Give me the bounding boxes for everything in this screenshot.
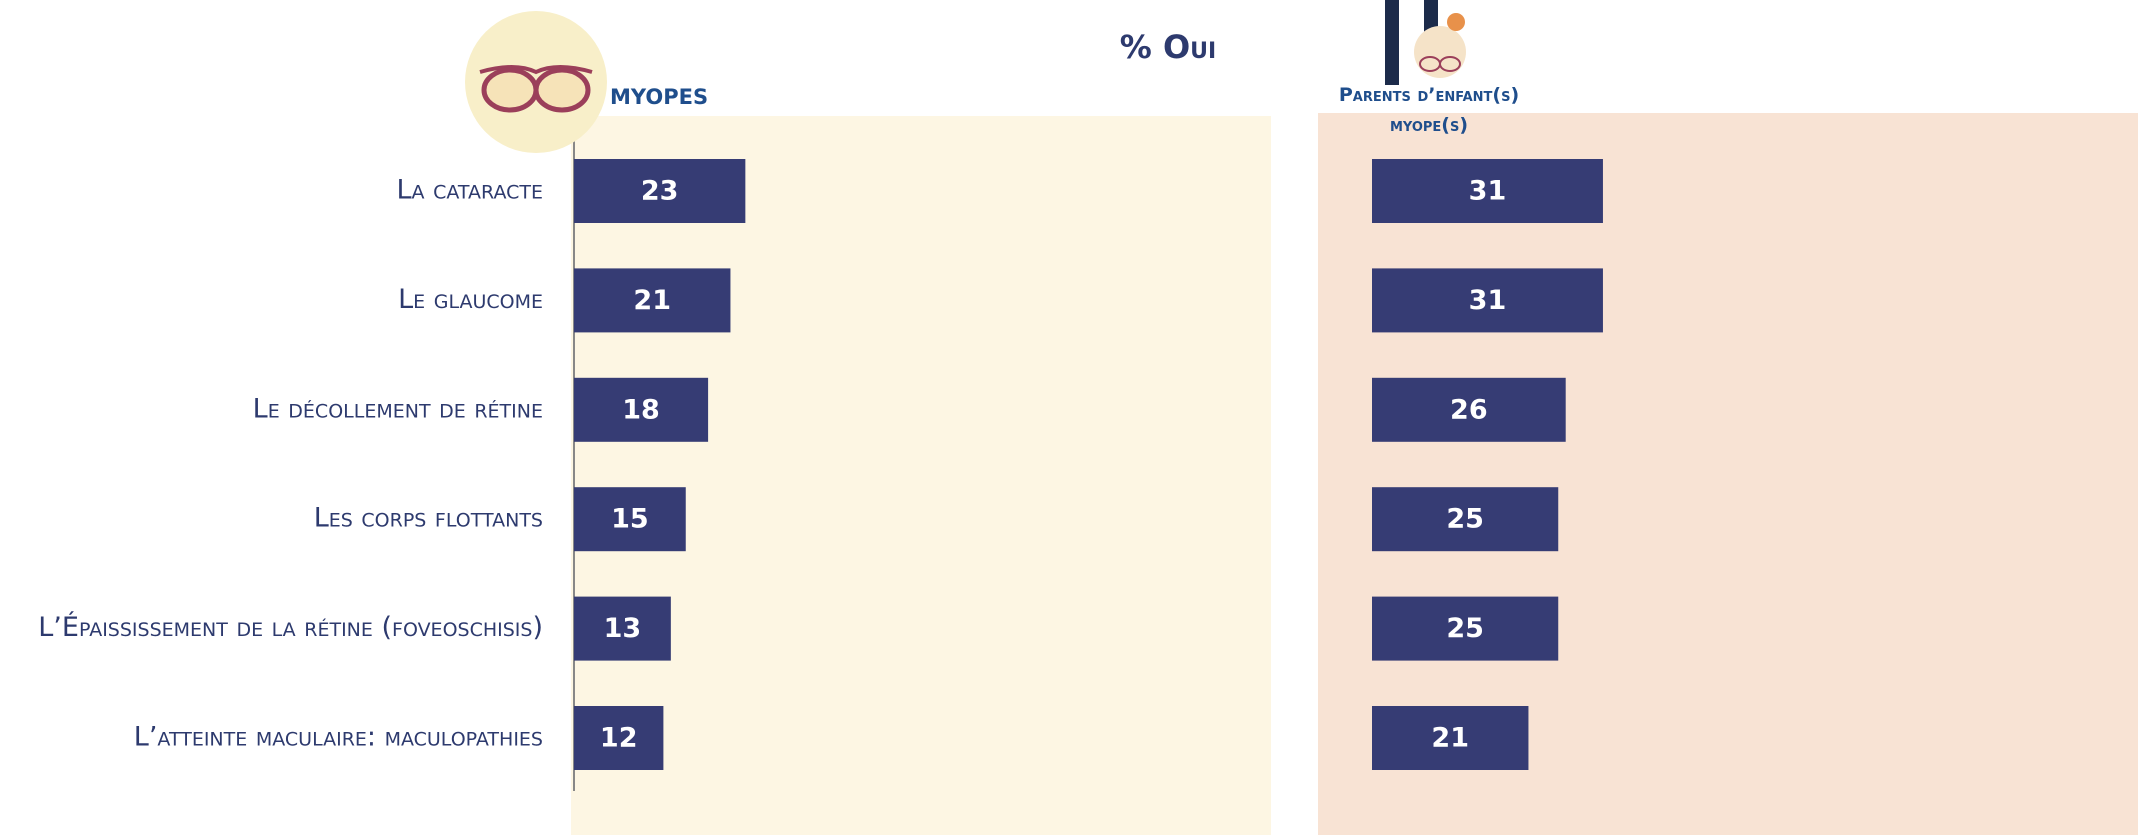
category-label: Le décollement de rétine bbox=[253, 393, 543, 424]
value-label: 21 bbox=[633, 285, 671, 316]
page: % Oui MYOPES La cataracte 23 31 Le glaucome… bbox=[0, 0, 2138, 835]
value-label: 31 bbox=[1469, 176, 1507, 207]
category-label: Les corps flottants bbox=[314, 503, 543, 534]
value-label: 31 bbox=[1469, 285, 1507, 316]
category-label: Le glaucome bbox=[398, 284, 543, 315]
series-label: Parents d’enfant(s) myope(s) bbox=[1314, 80, 1544, 140]
series-label: MYOPES bbox=[610, 85, 708, 109]
family-icon bbox=[1385, 0, 1466, 85]
value-label: 12 bbox=[600, 723, 638, 754]
panel-bg bbox=[571, 116, 1271, 835]
value-label: 25 bbox=[1446, 613, 1484, 644]
value-label: 13 bbox=[604, 613, 642, 644]
value-label: 26 bbox=[1450, 394, 1488, 425]
value-label: 21 bbox=[1431, 723, 1469, 754]
glasses-icon bbox=[465, 11, 607, 153]
value-label: 18 bbox=[622, 394, 660, 425]
value-label: 23 bbox=[641, 176, 679, 207]
value-label: 25 bbox=[1446, 504, 1484, 535]
chart: % Oui MYOPES La cataracte 23 31 Le glaucome… bbox=[0, 0, 2138, 835]
chart-title: % Oui bbox=[1120, 28, 1216, 66]
value-label: 15 bbox=[611, 504, 649, 535]
category-label: L’atteinte maculaire: maculopathies bbox=[134, 722, 543, 753]
category-label: La cataracte bbox=[396, 175, 543, 206]
category-label: L’Épaississement de la rétine (foveoschi… bbox=[38, 611, 543, 643]
